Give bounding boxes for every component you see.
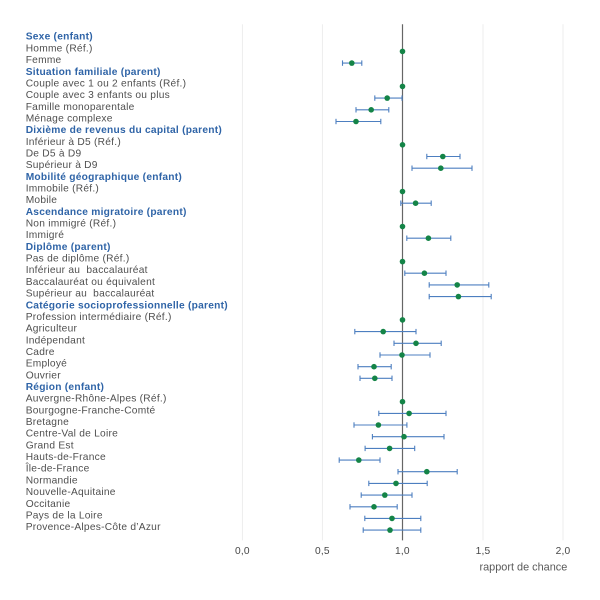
svg-text:Région (enfant): Région (enfant) [26, 382, 104, 393]
svg-text:Occitanie: Occitanie [26, 499, 71, 510]
svg-text:Grand Est: Grand Est [26, 440, 74, 451]
svg-text:Catégorie socioprofessionnelle: Catégorie socioprofessionnelle (parent) [26, 300, 228, 311]
svg-text:0,5: 0,5 [315, 546, 330, 557]
svg-text:Centre-Val de Loire: Centre-Val de Loire [26, 429, 118, 440]
svg-text:Bretagne: Bretagne [26, 417, 69, 428]
svg-text:Famille monoparentale: Famille monoparentale [26, 102, 135, 113]
svg-text:Immobile (Réf.): Immobile (Réf.) [26, 184, 99, 195]
svg-text:rapport de chance: rapport de chance [480, 562, 568, 574]
svg-text:Baccalauréat ou équivalent: Baccalauréat ou équivalent [26, 277, 155, 288]
svg-text:Île-de-France: Île-de-France [25, 462, 90, 475]
svg-text:Pas de diplôme (Réf.): Pas de diplôme (Réf.) [26, 254, 130, 265]
svg-text:Mobilité géographique (enfant): Mobilité géographique (enfant) [26, 172, 182, 183]
svg-text:Ménage complexe: Ménage complexe [26, 114, 113, 125]
svg-text:Dixième de revenus du capital: Dixième de revenus du capital (parent) [26, 125, 222, 136]
svg-text:Pays de la Loire: Pays de la Loire [26, 510, 103, 521]
svg-text:0,0: 0,0 [235, 546, 250, 557]
svg-text:Immigré: Immigré [26, 230, 65, 241]
svg-text:Femme: Femme [26, 55, 62, 66]
svg-text:Normandie: Normandie [26, 475, 78, 486]
svg-text:Supérieur au baccalauréat: Supérieur au baccalauréat [26, 289, 155, 300]
svg-text:Hauts-de-France: Hauts-de-France [26, 452, 106, 463]
svg-text:Situation familiale (parent): Situation familiale (parent) [26, 67, 161, 78]
svg-text:Mobile: Mobile [26, 195, 58, 206]
svg-text:Provence-Alpes-Côte d’Azur: Provence-Alpes-Côte d’Azur [26, 522, 161, 533]
svg-text:Sexe (enfant): Sexe (enfant) [26, 32, 93, 43]
svg-text:Inférieur à D5 (Réf.): Inférieur à D5 (Réf.) [26, 137, 121, 148]
svg-text:Cadre: Cadre [26, 347, 55, 358]
svg-text:Homme (Réf.): Homme (Réf.) [26, 43, 93, 54]
svg-text:Indépendant: Indépendant [26, 335, 85, 346]
svg-text:Couple avec 3 enfants ou plus: Couple avec 3 enfants ou plus [26, 90, 170, 101]
svg-text:De D5 à D9: De D5 à D9 [26, 149, 82, 160]
svg-text:1,5: 1,5 [476, 546, 491, 557]
svg-text:Couple avec 1 ou 2 enfants (Ré: Couple avec 1 ou 2 enfants (Réf.) [26, 78, 187, 89]
svg-text:Profession intermédiaire (Réf.: Profession intermédiaire (Réf.) [26, 312, 172, 323]
svg-text:1,0: 1,0 [395, 546, 410, 557]
svg-text:Ascendance migratoire (parent): Ascendance migratoire (parent) [26, 207, 187, 218]
svg-text:Employé: Employé [26, 359, 67, 370]
svg-text:Inférieur au baccalauréat: Inférieur au baccalauréat [26, 265, 148, 276]
svg-text:Supérieur à D9: Supérieur à D9 [26, 160, 98, 171]
svg-text:Auvergne-Rhône-Alpes (Réf.): Auvergne-Rhône-Alpes (Réf.) [26, 394, 167, 405]
svg-text:Non immigré (Réf.): Non immigré (Réf.) [26, 219, 117, 230]
svg-text:2,0: 2,0 [556, 546, 571, 557]
svg-text:Ouvrier: Ouvrier [26, 370, 62, 381]
svg-text:Nouvelle-Aquitaine: Nouvelle-Aquitaine [26, 487, 116, 498]
svg-text:Diplôme (parent): Diplôme (parent) [26, 242, 111, 253]
svg-text:Bourgogne-Franche-Comté: Bourgogne-Franche-Comté [26, 405, 156, 416]
svg-text:Agriculteur: Agriculteur [26, 324, 78, 335]
